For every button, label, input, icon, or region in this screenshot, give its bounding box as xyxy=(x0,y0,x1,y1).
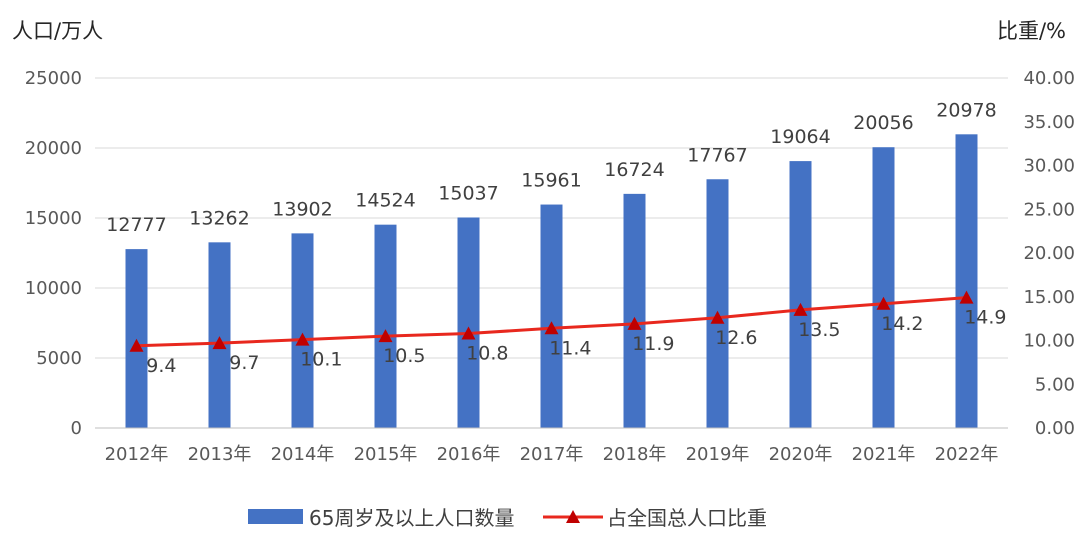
legend-bar-swatch xyxy=(248,509,303,524)
right-tick-label: 30.00 xyxy=(1023,156,1075,177)
right-axis-unit-label: 比重/% xyxy=(997,19,1066,43)
line-value-label: 13.5 xyxy=(798,319,840,341)
line-value-label: 14.9 xyxy=(964,307,1006,329)
legend-line-marker xyxy=(566,510,580,523)
bar-value-label: 20056 xyxy=(853,112,913,134)
right-tick-label: 40.00 xyxy=(1023,68,1075,89)
x-tick-label: 2015年 xyxy=(354,444,418,465)
x-tick-label: 2019年 xyxy=(686,444,750,465)
bar-value-label: 14524 xyxy=(355,190,415,212)
x-tick-label: 2021年 xyxy=(852,444,916,465)
left-tick-label: 25000 xyxy=(25,68,82,89)
bar-value-label: 13262 xyxy=(189,207,249,229)
data-labels: 12777 13262 13902 14524 15037 15961 16724 17767… xyxy=(106,99,1006,376)
left-tick-label: 10000 xyxy=(25,278,82,299)
legend: 65周岁及以上人口数量 占全国总人口比重 xyxy=(248,506,767,530)
bar xyxy=(291,233,314,428)
right-tick-label: 5.00 xyxy=(1035,374,1075,395)
left-tick-label: 15000 xyxy=(25,208,82,229)
x-tick-label: 2017年 xyxy=(520,444,584,465)
line-marker xyxy=(378,329,393,343)
left-tick-label: 20000 xyxy=(25,138,82,159)
right-tick-label: 0.00 xyxy=(1035,418,1075,439)
line-marker xyxy=(876,296,891,310)
left-tick-label: 0 xyxy=(71,418,82,439)
line-value-label: 10.5 xyxy=(383,345,425,367)
legend-line-label: 占全国总人口比重 xyxy=(607,506,767,530)
x-tick-label: 2020年 xyxy=(769,444,833,465)
bar-value-label: 19064 xyxy=(770,126,830,148)
line-marker xyxy=(627,316,642,330)
line-marker xyxy=(461,326,476,340)
bar xyxy=(623,193,646,428)
line-marker xyxy=(129,338,144,352)
bar xyxy=(955,134,978,429)
line-value-label: 14.2 xyxy=(881,313,923,335)
bar xyxy=(457,217,480,428)
bar-value-label: 12777 xyxy=(106,214,166,236)
line-marker xyxy=(212,336,227,350)
bar-value-label: 13902 xyxy=(272,198,332,220)
axes: 0 5000 10000 15000 20000 25000 0.00 5.00 10.00 15… xyxy=(25,68,1075,465)
bar-value-label: 16724 xyxy=(604,159,664,181)
bar xyxy=(374,224,397,428)
bar-value-label: 15037 xyxy=(438,182,498,204)
bar-series xyxy=(125,134,978,429)
right-tick-label: 35.00 xyxy=(1023,112,1075,133)
bar xyxy=(540,204,563,428)
x-tick-label: 2014年 xyxy=(271,444,335,465)
bar xyxy=(706,179,729,428)
bar-value-label: 15961 xyxy=(521,170,581,192)
line-value-label: 9.7 xyxy=(229,352,259,374)
line-marker xyxy=(295,332,310,346)
left-axis-unit-label: 人口/万人 xyxy=(12,19,103,43)
right-tick-label: 20.00 xyxy=(1023,243,1075,264)
line-marker xyxy=(793,302,808,316)
right-tick-label: 10.00 xyxy=(1023,331,1075,352)
line-value-label: 11.9 xyxy=(632,333,674,355)
bar xyxy=(789,161,812,428)
x-tick-label: 2018年 xyxy=(603,444,667,465)
line-marker xyxy=(544,321,559,335)
x-tick-label: 2012年 xyxy=(105,444,169,465)
right-tick-label: 25.00 xyxy=(1023,199,1075,220)
line-value-label: 11.4 xyxy=(549,337,591,359)
legend-bar-label: 65周岁及以上人口数量 xyxy=(309,506,514,530)
line-value-label: 9.4 xyxy=(146,355,176,377)
bar xyxy=(125,249,148,428)
left-tick-label: 5000 xyxy=(36,348,82,369)
line-marker xyxy=(710,310,725,324)
x-tick-label: 2013年 xyxy=(188,444,252,465)
line-marker xyxy=(959,290,974,304)
bar-value-label: 20978 xyxy=(936,99,996,121)
line-value-label: 12.6 xyxy=(715,327,757,349)
line-value-label: 10.1 xyxy=(300,349,342,371)
x-tick-label: 2016年 xyxy=(437,444,501,465)
bar xyxy=(208,242,231,428)
line-value-label: 10.8 xyxy=(466,343,508,365)
x-tick-label: 2022年 xyxy=(935,444,999,465)
bar-value-label: 17767 xyxy=(687,144,747,166)
right-tick-label: 15.00 xyxy=(1023,287,1075,308)
bar xyxy=(872,147,895,428)
line-series xyxy=(129,290,974,352)
